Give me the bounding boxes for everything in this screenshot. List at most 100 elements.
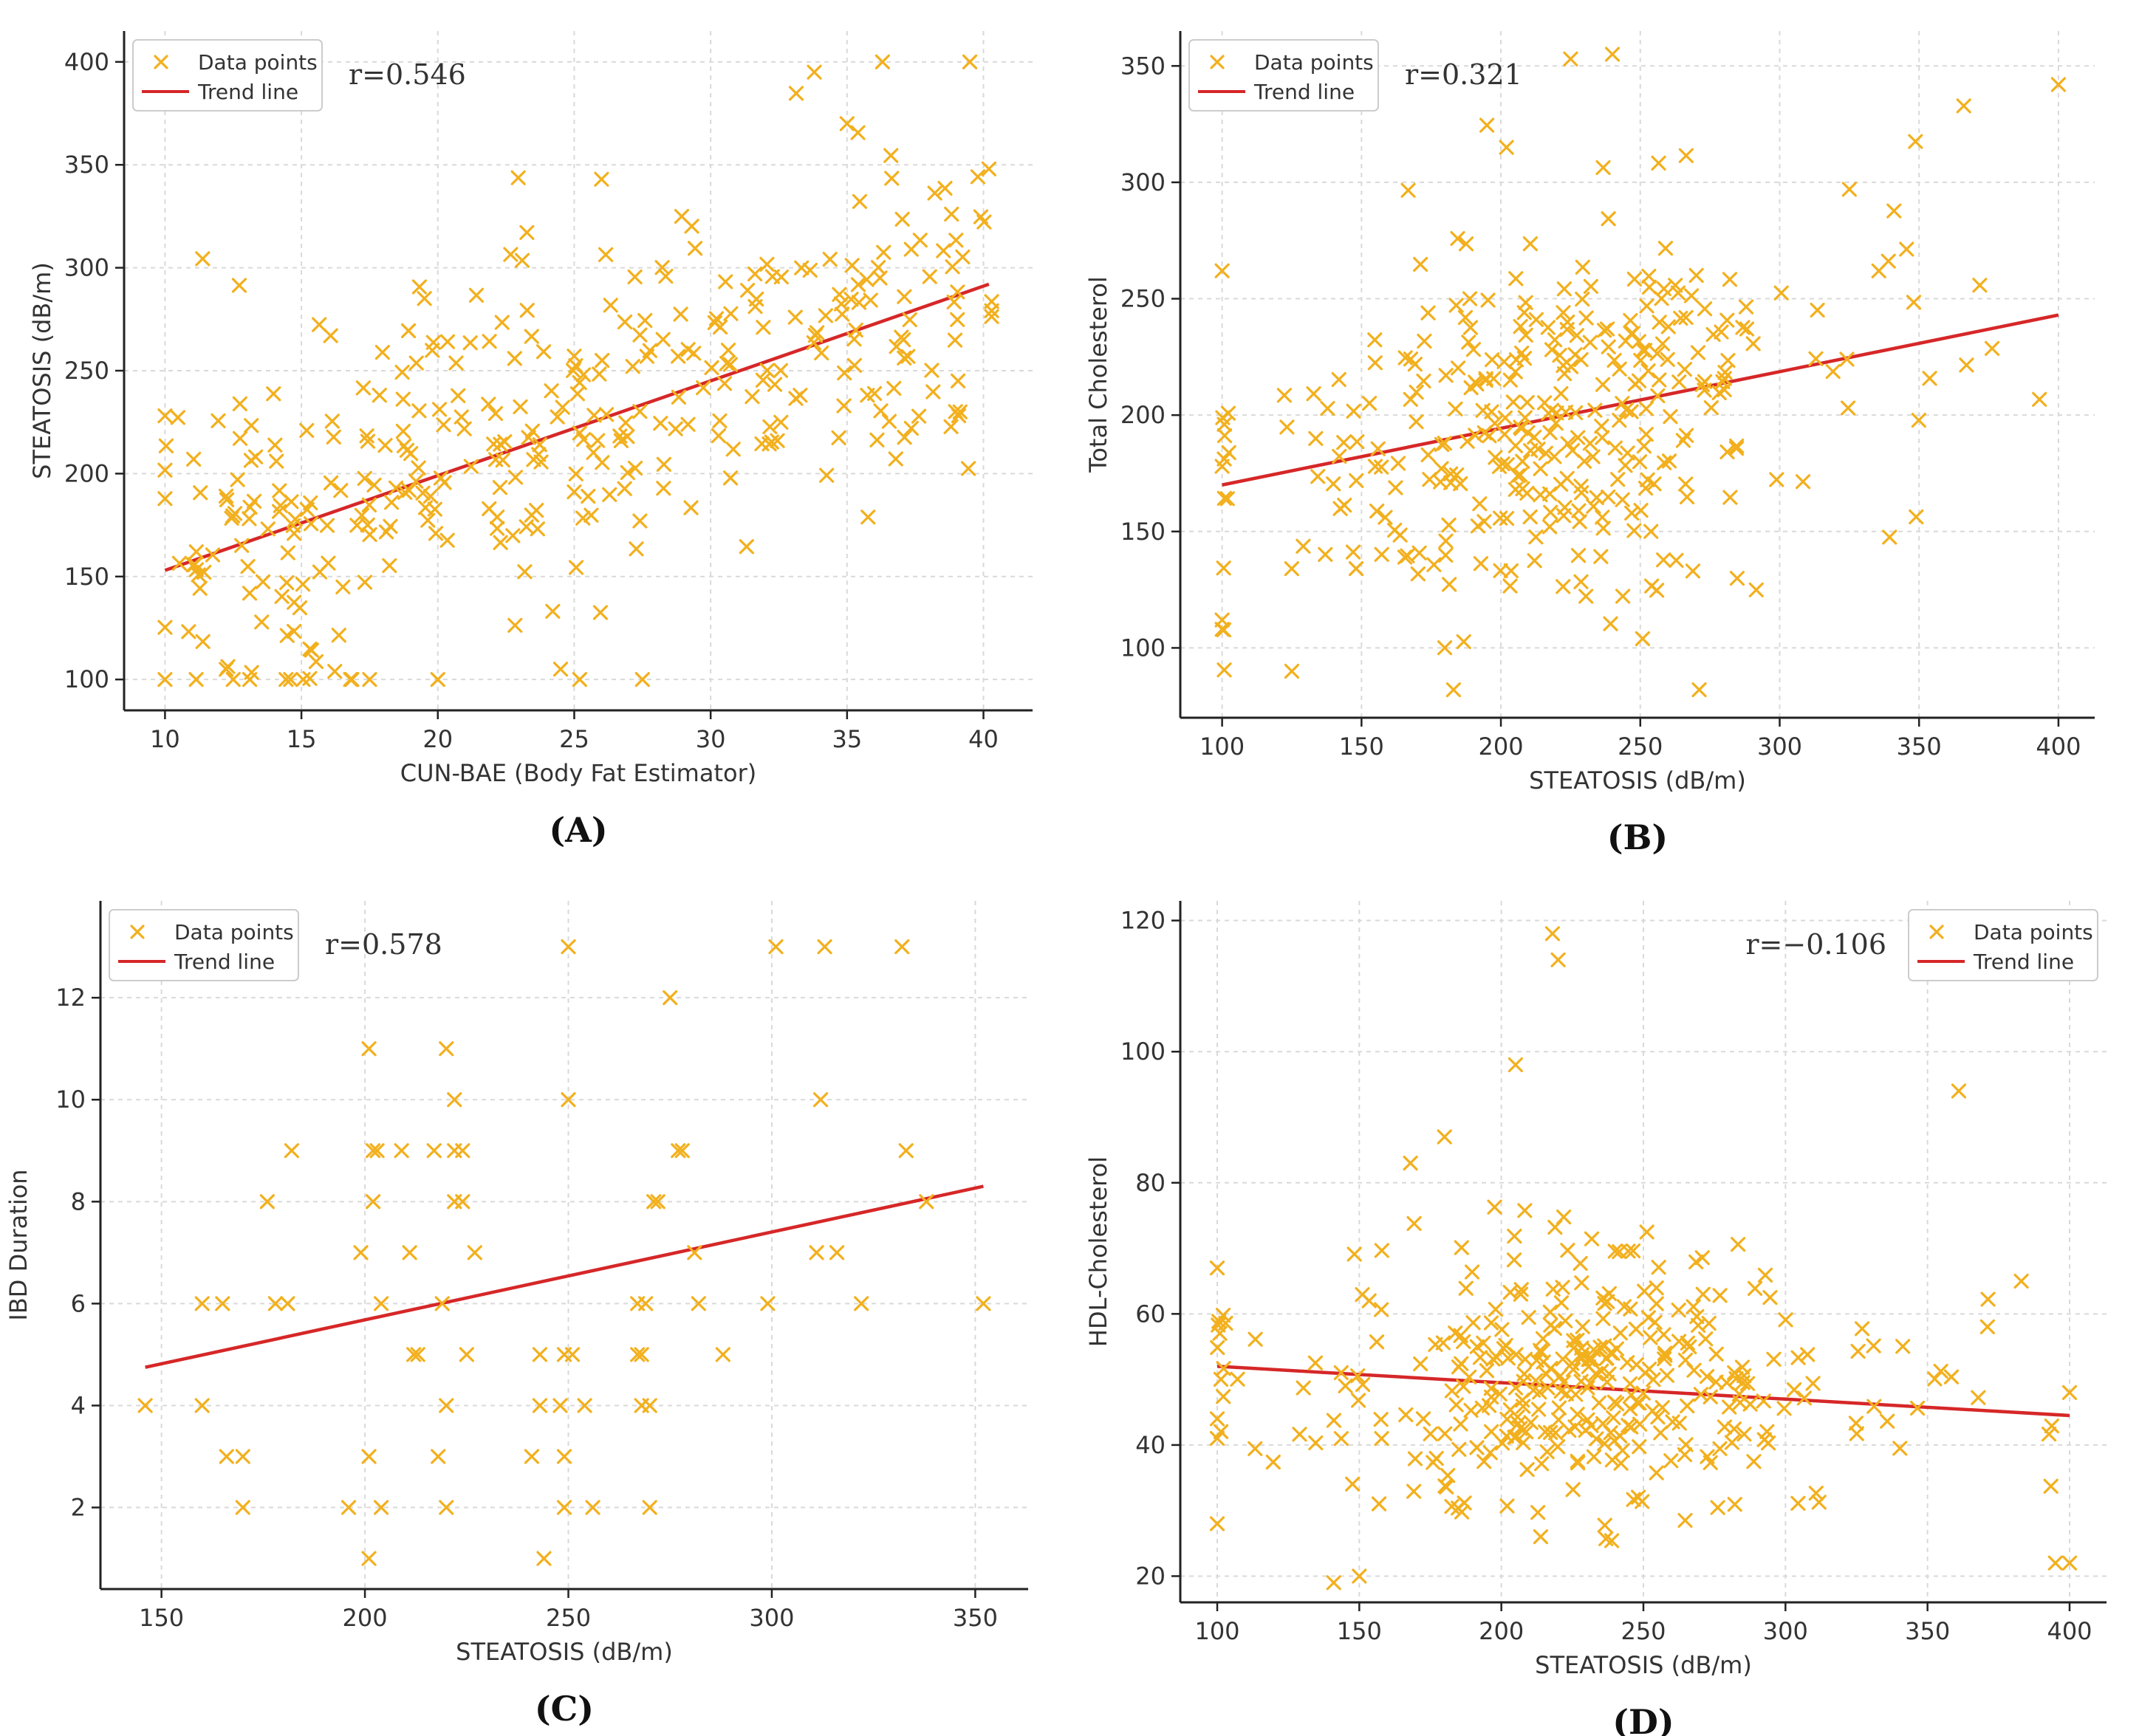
data-point	[602, 487, 617, 503]
y-tick-label: 120	[1120, 907, 1166, 935]
data-point	[1248, 1441, 1263, 1457]
data-point	[1979, 1319, 1995, 1334]
data-point	[1669, 552, 1684, 568]
data-point	[1248, 1331, 1263, 1347]
data-point	[1279, 419, 1295, 435]
data-point	[1805, 1376, 1821, 1391]
data-point	[1493, 563, 1508, 578]
data-point	[1595, 1416, 1611, 1432]
data-point	[1369, 503, 1385, 519]
data-point	[886, 380, 902, 396]
data-point	[403, 446, 419, 462]
data-point	[755, 372, 771, 388]
data-point	[1652, 372, 1667, 388]
data-point	[1601, 489, 1616, 505]
data-point	[439, 532, 455, 548]
data-point	[1984, 340, 2000, 356]
data-point	[372, 388, 387, 403]
x-tick-label: 150	[1337, 1617, 1382, 1645]
data-point	[1850, 1343, 1866, 1359]
data-point	[1571, 503, 1587, 518]
data-point	[357, 470, 372, 487]
data-point	[374, 1296, 389, 1311]
data-point	[1346, 403, 1361, 419]
data-point	[1333, 1431, 1349, 1447]
data-point	[1487, 1199, 1502, 1215]
data-point	[1595, 377, 1611, 392]
data-point	[1641, 268, 1657, 284]
data-point	[1553, 1295, 1570, 1311]
data-point	[218, 488, 234, 504]
data-point	[925, 384, 941, 399]
data-point	[592, 366, 607, 382]
correlation-annotation: r=0.578	[325, 928, 442, 961]
data-point	[715, 1347, 730, 1362]
data-point	[369, 1143, 385, 1159]
x-axis-label: STEATOSIS (dB/m)	[1535, 1651, 1752, 1679]
legend-entry-trend-line: Trend line	[174, 950, 275, 974]
data-point	[1336, 435, 1352, 450]
data-point	[937, 180, 953, 196]
x-tick-label: 30	[696, 725, 726, 753]
data-point	[787, 309, 803, 325]
data-point	[1552, 348, 1567, 363]
data-point	[1209, 1411, 1225, 1427]
data-point	[343, 672, 358, 687]
data-point	[1649, 1465, 1664, 1481]
chart-b: 100 150 200 250 300 350 400100150200250300350 …	[1084, 31, 2095, 857]
data-point	[888, 451, 903, 467]
data-point	[437, 475, 452, 490]
data-point	[1746, 1454, 1762, 1469]
data-point	[627, 269, 643, 285]
data-point	[1691, 682, 1707, 698]
data-point	[1484, 404, 1499, 419]
data-point	[962, 54, 978, 69]
data-point	[951, 408, 967, 424]
data-point	[1374, 546, 1389, 562]
data-point	[1216, 416, 1232, 432]
data-point	[788, 391, 804, 406]
data-point	[577, 1398, 592, 1413]
data-point	[1697, 301, 1713, 317]
data-point	[1621, 1243, 1636, 1259]
data-point	[1409, 414, 1424, 430]
data-point	[756, 320, 771, 335]
data-point	[716, 376, 733, 391]
data-point	[1499, 140, 1514, 155]
data-point	[704, 360, 719, 376]
data-point	[411, 403, 427, 419]
y-tick-label: 400	[64, 48, 109, 76]
data-point	[1584, 1231, 1600, 1246]
data-point	[1498, 1337, 1513, 1354]
data-point	[1563, 51, 1578, 66]
data-point	[822, 252, 838, 267]
data-point	[382, 557, 397, 574]
data-point	[1886, 203, 1902, 219]
data-point	[1500, 1351, 1516, 1366]
data-point	[1502, 578, 1518, 594]
data-point	[526, 452, 541, 467]
data-point	[284, 1143, 300, 1159]
data-point	[1649, 1280, 1664, 1296]
y-tick-label: 300	[64, 254, 109, 282]
x-tick-label: 150	[139, 1604, 184, 1632]
data-point	[211, 413, 226, 428]
data-point	[568, 466, 584, 481]
data-point	[308, 653, 324, 670]
data-point	[1499, 1498, 1515, 1514]
data-point	[846, 332, 862, 347]
data-point	[896, 332, 911, 348]
data-point	[1558, 1313, 1573, 1328]
data-point	[1556, 281, 1572, 297]
data-point	[1641, 279, 1657, 295]
data-point	[1570, 430, 1586, 445]
data-point	[1211, 1314, 1227, 1329]
data-point	[1637, 343, 1653, 358]
legend-entry-data-points: Data points	[174, 920, 294, 944]
data-point	[1653, 1425, 1669, 1441]
data-point	[227, 506, 243, 521]
data-point	[240, 559, 256, 574]
data-point	[271, 504, 287, 519]
data-point	[242, 511, 257, 526]
data-point	[1677, 1352, 1694, 1368]
